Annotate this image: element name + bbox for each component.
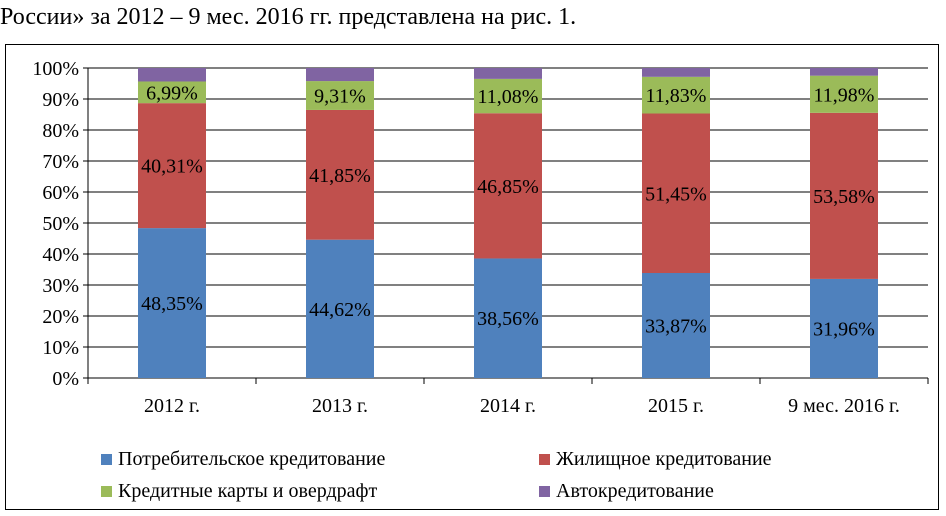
legend-item-housing: Жилищное кредитование xyxy=(539,448,772,470)
y-tick-label: 30% xyxy=(42,275,79,297)
bar-segment-housing xyxy=(474,113,542,259)
bar-segment-cards xyxy=(306,81,374,110)
data-label: 38,56% xyxy=(477,308,539,330)
data-label: 40,31% xyxy=(141,156,203,178)
bar-segment-consumer xyxy=(474,258,542,378)
bar-segment-cards xyxy=(138,81,206,104)
bar-segment-cards xyxy=(474,78,542,114)
bar-segment-housing xyxy=(642,113,710,274)
data-label: 51,45% xyxy=(645,183,707,205)
data-label: 11,83% xyxy=(646,85,707,107)
data-label: 6,99% xyxy=(146,82,198,104)
stacked-bar-chart: 0% 10% 20% 30% 40% 50% 60% 70% 80% 90% 100% 48,35% 4… xyxy=(32,58,929,417)
legend-item-auto: Автокредитование xyxy=(539,480,714,502)
data-label: 11,08% xyxy=(478,86,539,108)
bar-segment-auto xyxy=(810,68,878,76)
data-label: 11,98% xyxy=(814,84,875,106)
bar-segment-auto xyxy=(642,68,710,77)
y-tick-label: 100% xyxy=(32,58,79,80)
data-label: 53,58% xyxy=(813,186,875,208)
legend-swatch-housing xyxy=(539,453,550,465)
y-tick-label: 20% xyxy=(42,306,79,328)
bar-segment-consumer xyxy=(138,228,206,378)
y-tick-label: 60% xyxy=(42,182,79,204)
figure-caption-text: России» за 2012 – 9 мес. 2016 гг. предст… xyxy=(0,4,577,30)
legend-swatch-auto xyxy=(539,485,550,497)
legend-label-housing: Жилищное кредитование xyxy=(556,448,772,470)
bar-segment-housing xyxy=(138,103,206,229)
data-label: 41,85% xyxy=(309,165,371,187)
x-tick-label: 2013 г. xyxy=(312,395,368,417)
y-tick-label: 50% xyxy=(42,213,79,235)
data-label: 31,96% xyxy=(813,318,875,340)
legend-label-cards: Кредитные карты и овердрафт xyxy=(118,480,378,502)
legend-swatch-cards xyxy=(101,485,112,497)
legend-item-consumer: Потребительское кредитование xyxy=(101,448,385,470)
bar-segment-auto xyxy=(306,68,374,82)
legend-label-auto: Автокредитование xyxy=(556,480,714,502)
bar-segment-cards xyxy=(810,75,878,113)
x-tick-label: 2014 г. xyxy=(480,395,536,417)
bar-segment-housing xyxy=(810,112,878,279)
legend-label-consumer: Потребительское кредитование xyxy=(118,448,386,470)
x-tick-label: 2012 г. xyxy=(144,395,200,417)
bar-segment-housing xyxy=(306,109,374,240)
bar-segment-consumer xyxy=(306,239,374,378)
y-tick-label: 10% xyxy=(42,337,79,359)
bar-segment-consumer xyxy=(642,273,710,378)
bar-segment-auto xyxy=(138,68,206,82)
data-label: 9,31% xyxy=(314,86,366,108)
data-label: 46,85% xyxy=(477,176,539,198)
bar-segment-consumer xyxy=(810,278,878,378)
data-label: 48,35% xyxy=(141,293,203,315)
data-label: 44,62% xyxy=(309,299,371,321)
bar-segment-auto xyxy=(474,68,542,79)
legend-item-cards: Кредитные карты и овердрафт xyxy=(101,480,377,502)
data-label: 33,87% xyxy=(645,316,707,338)
y-tick-label: 70% xyxy=(42,151,79,173)
y-tick-label: 90% xyxy=(42,89,79,111)
x-tick-label: 2015 г. xyxy=(648,395,704,417)
y-tick-label: 80% xyxy=(42,120,79,142)
chart-frame: 0% 10% 20% 30% 40% 50% 60% 70% 80% 90% 100% 48,35% 4… xyxy=(5,44,939,510)
y-tick-label: 0% xyxy=(52,368,79,390)
y-tick-label: 40% xyxy=(42,244,79,266)
x-tick-label: 9 мес. 2016 г. xyxy=(788,395,900,417)
bar-segment-cards xyxy=(642,76,710,114)
legend-swatch-consumer xyxy=(101,453,112,465)
